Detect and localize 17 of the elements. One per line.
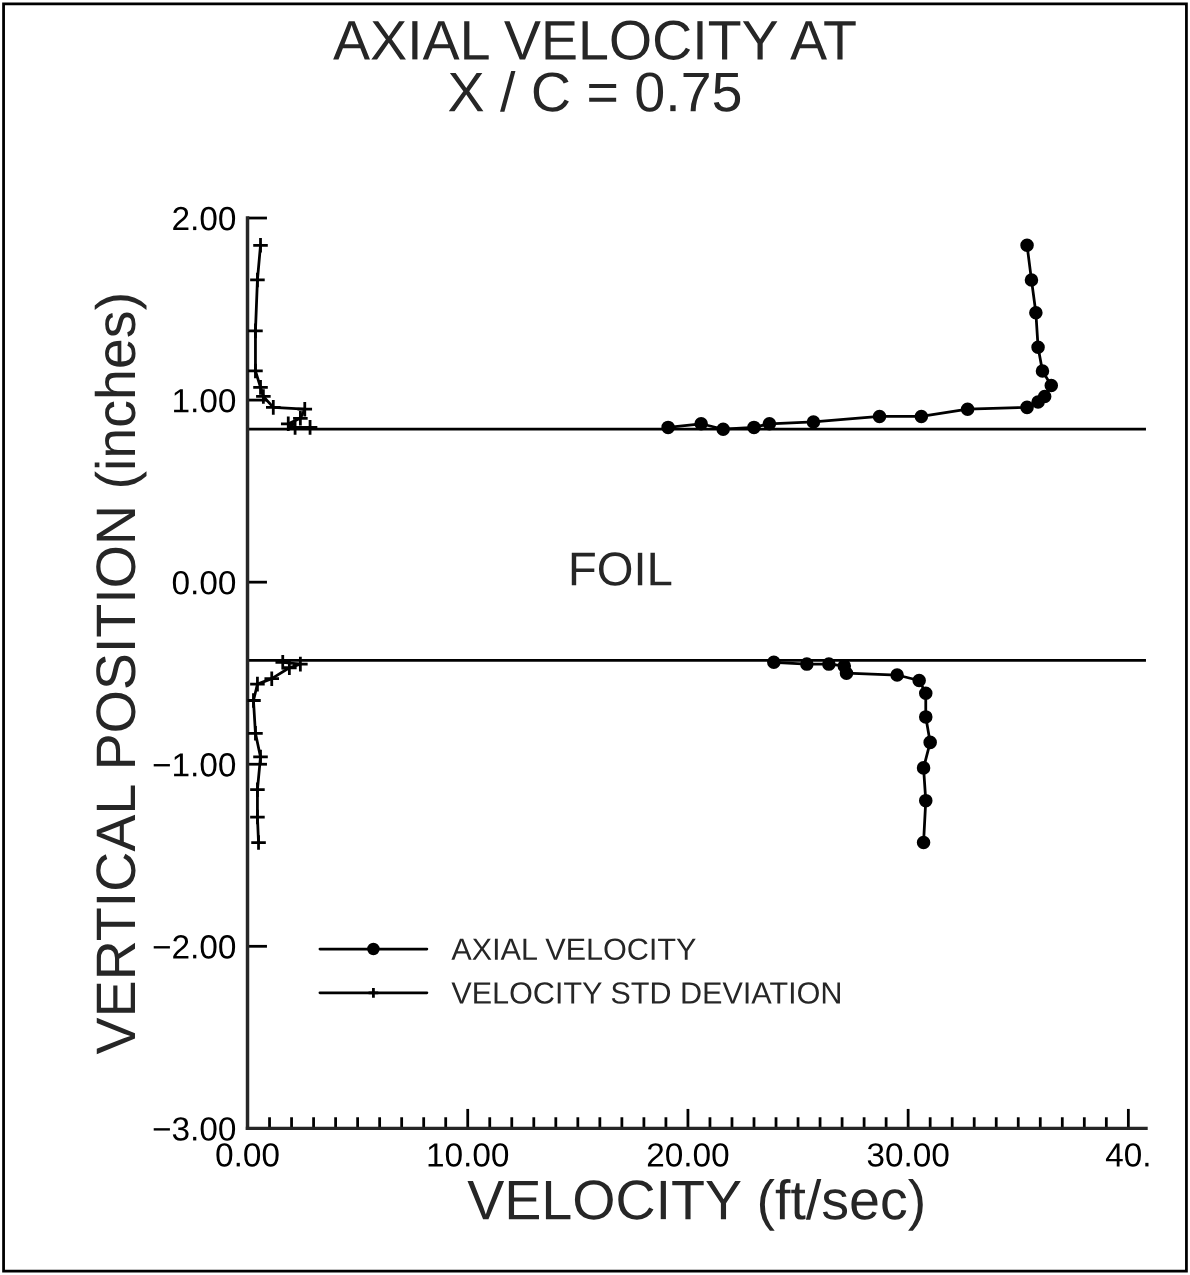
y-axis-title: VERTICAL POSITION (inches) xyxy=(94,295,147,1055)
chart-title: AXIAL VELOCITY AT X / C = 0.75 xyxy=(333,20,856,112)
x-tick-label: 40. xyxy=(1105,1143,1149,1167)
legend-label: AXIAL VELOCITY xyxy=(451,938,696,961)
y-tick-label: −3.00 xyxy=(153,1117,236,1141)
x-tick-label: 20.00 xyxy=(647,1143,729,1167)
y-tick-label: −1.00 xyxy=(153,753,236,777)
x-tick-label: 30.00 xyxy=(867,1143,949,1167)
x-axis-title: VELOCITY (ft/sec) xyxy=(467,1178,923,1231)
x-tick-label: 10.00 xyxy=(428,1143,509,1167)
x-tick-label: 0.00 xyxy=(216,1143,279,1167)
y-tick-label: 2.00 xyxy=(173,206,236,231)
y-tick-label: −2.00 xyxy=(153,935,236,959)
y-tick-label: 1.00 xyxy=(174,388,236,413)
y-tick-label: 0.00 xyxy=(172,570,236,595)
legend-label: VELOCITY STD DEVIATION xyxy=(451,982,840,1004)
annotation: FOIL xyxy=(571,552,672,586)
